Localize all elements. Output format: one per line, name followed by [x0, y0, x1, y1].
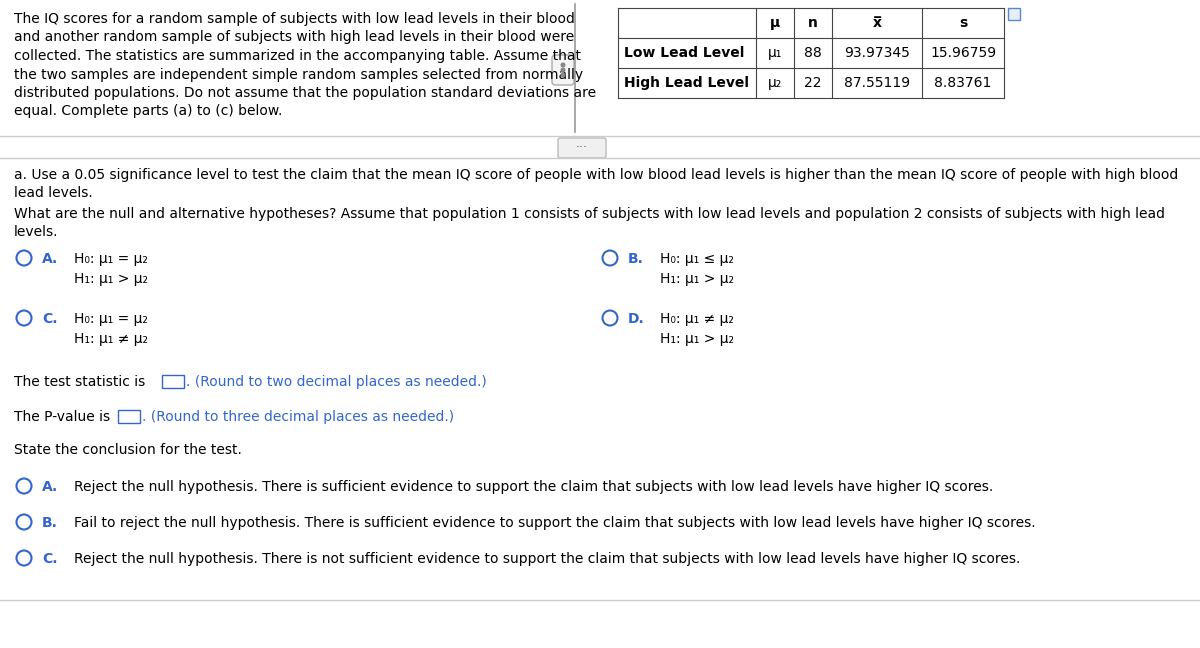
Text: D.: D.: [628, 312, 644, 326]
FancyBboxPatch shape: [558, 138, 606, 158]
Text: . (Round to two decimal places as needed.): . (Round to two decimal places as needed…: [186, 375, 487, 389]
Text: 22: 22: [804, 76, 822, 90]
Text: n: n: [808, 16, 818, 30]
Text: μ₁: μ₁: [768, 46, 782, 60]
FancyBboxPatch shape: [1008, 8, 1020, 20]
Text: C.: C.: [42, 312, 58, 326]
Text: C.: C.: [42, 552, 58, 566]
Text: 15.96759: 15.96759: [930, 46, 996, 60]
Text: . (Round to three decimal places as needed.): . (Round to three decimal places as need…: [142, 410, 454, 424]
Text: the two samples are independent simple random samples selected from normally: the two samples are independent simple r…: [14, 67, 583, 82]
Text: and another random sample of subjects with high lead levels in their blood were: and another random sample of subjects wi…: [14, 30, 575, 45]
FancyBboxPatch shape: [552, 55, 574, 85]
Text: A.: A.: [42, 480, 59, 494]
Circle shape: [562, 73, 565, 77]
FancyBboxPatch shape: [162, 375, 184, 388]
Text: 87.55119: 87.55119: [844, 76, 910, 90]
Text: levels.: levels.: [14, 225, 59, 239]
Text: 88: 88: [804, 46, 822, 60]
Text: State the conclusion for the test.: State the conclusion for the test.: [14, 443, 242, 457]
Circle shape: [562, 64, 565, 67]
Text: H₀: μ₁ = μ₂: H₀: μ₁ = μ₂: [74, 312, 148, 326]
Circle shape: [562, 68, 565, 72]
Text: H₀: μ₁ ≤ μ₂: H₀: μ₁ ≤ μ₂: [660, 252, 734, 266]
Text: H₁: μ₁ ≠ μ₂: H₁: μ₁ ≠ μ₂: [74, 332, 148, 346]
Text: B.: B.: [628, 252, 644, 266]
Text: The IQ scores for a random sample of subjects with low lead levels in their bloo: The IQ scores for a random sample of sub…: [14, 12, 575, 26]
Text: The test statistic is: The test statistic is: [14, 375, 145, 389]
Text: equal. Complete parts (a) to (c) below.: equal. Complete parts (a) to (c) below.: [14, 104, 282, 119]
Text: Low Lead Level: Low Lead Level: [624, 46, 744, 60]
Text: ···: ···: [576, 141, 588, 154]
Text: Reject the null hypothesis. There is sufficient evidence to support the claim th: Reject the null hypothesis. There is suf…: [74, 480, 994, 494]
Text: H₁: μ₁ > μ₂: H₁: μ₁ > μ₂: [74, 272, 148, 286]
Text: H₁: μ₁ > μ₂: H₁: μ₁ > μ₂: [660, 272, 734, 286]
Text: collected. The statistics are summarized in the accompanying table. Assume that: collected. The statistics are summarized…: [14, 49, 581, 63]
Text: High Lead Level: High Lead Level: [624, 76, 749, 90]
FancyBboxPatch shape: [118, 410, 140, 423]
Text: B.: B.: [42, 516, 58, 530]
Text: H₁: μ₁ > μ₂: H₁: μ₁ > μ₂: [660, 332, 734, 346]
Text: 93.97345: 93.97345: [844, 46, 910, 60]
Text: Reject the null hypothesis. There is not sufficient evidence to support the clai: Reject the null hypothesis. There is not…: [74, 552, 1020, 566]
Text: distributed populations. Do not assume that the population standard deviations a: distributed populations. Do not assume t…: [14, 86, 596, 100]
Text: s: s: [959, 16, 967, 30]
Text: 8.83761: 8.83761: [935, 76, 991, 90]
Text: The P-value is: The P-value is: [14, 410, 110, 424]
Text: H₀: μ₁ = μ₂: H₀: μ₁ = μ₂: [74, 252, 148, 266]
Text: H₀: μ₁ ≠ μ₂: H₀: μ₁ ≠ μ₂: [660, 312, 734, 326]
Text: a. Use a 0.05 significance level to test the claim that the mean IQ score of peo: a. Use a 0.05 significance level to test…: [14, 168, 1178, 182]
Text: Fail to reject the null hypothesis. There is sufficient evidence to support the : Fail to reject the null hypothesis. Ther…: [74, 516, 1036, 530]
Text: lead levels.: lead levels.: [14, 186, 92, 200]
Text: μ: μ: [770, 16, 780, 30]
Text: μ₂: μ₂: [768, 76, 782, 90]
Text: A.: A.: [42, 252, 59, 266]
Text: x̅: x̅: [872, 16, 882, 30]
Text: What are the null and alternative hypotheses? Assume that population 1 consists : What are the null and alternative hypoth…: [14, 207, 1165, 221]
